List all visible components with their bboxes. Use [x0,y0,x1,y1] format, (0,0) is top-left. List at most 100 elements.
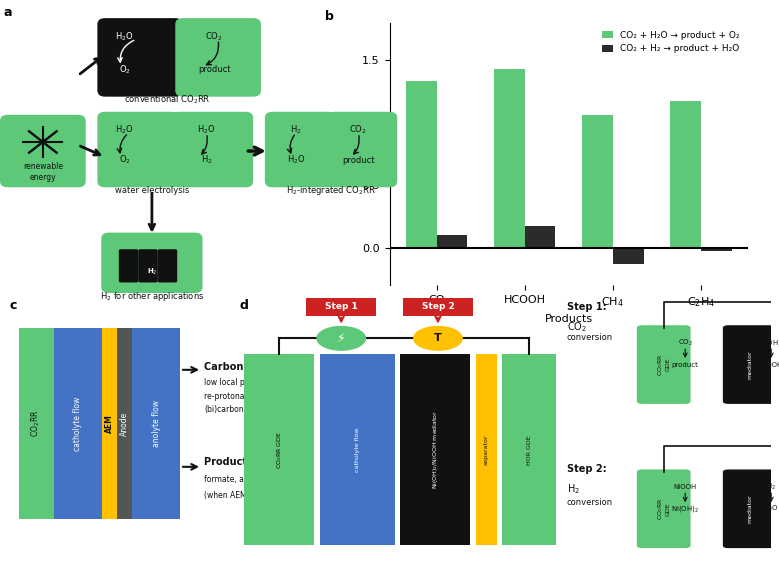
Text: product: product [198,65,231,74]
FancyBboxPatch shape [636,325,690,404]
FancyBboxPatch shape [265,112,335,188]
Text: CO$_2$: CO$_2$ [567,320,587,334]
Text: T: T [434,333,442,343]
FancyBboxPatch shape [157,249,177,283]
FancyBboxPatch shape [723,470,777,548]
Text: (bi)carbonates: (bi)carbonates [204,405,260,414]
Bar [406,82,436,247]
X-axis label: Products: Products [545,314,593,324]
Text: conversion: conversion [567,498,613,507]
Text: NiOOH: NiOOH [760,361,779,368]
Bar [701,247,731,251]
Bar [19,328,54,519]
Circle shape [774,437,779,455]
Text: ⚡: ⚡ [337,332,346,345]
Circle shape [414,327,462,350]
Bar [524,226,555,247]
Legend: CO₂ + H₂O → product + O₂, CO₂ + H₂ → product + H₂O: CO₂ + H₂O → product + O₂, CO₂ + H₂ → pro… [598,27,743,57]
Text: mediator: mediator [747,350,753,379]
FancyBboxPatch shape [403,298,473,316]
Text: H$_2$: H$_2$ [146,267,157,277]
Text: anolyte flow: anolyte flow [152,400,160,447]
Text: HOR GDE: HOR GDE [527,435,532,465]
Text: CO$_2$RR
GDE: CO$_2$RR GDE [657,498,671,520]
Bar [400,354,471,545]
Bar [245,354,314,545]
Bar [502,354,556,545]
Bar [475,354,497,545]
Y-axis label: E₀ (V): E₀ (V) [349,138,359,170]
Text: catholyte flow: catholyte flow [73,397,82,451]
Bar [613,247,643,264]
Text: H$_2$O: H$_2$O [115,124,134,136]
FancyBboxPatch shape [636,470,690,548]
FancyBboxPatch shape [171,112,253,188]
FancyBboxPatch shape [327,112,397,188]
FancyBboxPatch shape [101,233,203,293]
FancyBboxPatch shape [723,325,777,404]
Text: H$_2$: H$_2$ [767,482,776,492]
Text: renewable
energy: renewable energy [23,162,63,182]
Text: H$_2$: H$_2$ [567,483,580,496]
Text: Product crossover: Product crossover [204,457,304,467]
Text: conversion: conversion [567,333,613,342]
Text: Step 2:: Step 2: [567,464,607,474]
Text: AEM: AEM [104,414,114,433]
Text: H$_2$O: H$_2$O [197,124,216,136]
Text: H$_2$-integrated CO$_2$RR: H$_2$-integrated CO$_2$RR [286,184,376,197]
Text: Ni(OH)$_2$/NiOOH mediator: Ni(OH)$_2$/NiOOH mediator [431,410,440,490]
Text: product: product [342,156,375,165]
Text: c: c [10,299,17,312]
FancyBboxPatch shape [0,115,86,188]
Text: CO$_2$: CO$_2$ [206,30,223,43]
Circle shape [774,292,779,311]
Text: product: product [671,361,699,368]
Text: a: a [4,6,12,19]
Text: H$_2$ for other applications: H$_2$ for other applications [100,290,204,303]
Text: H$_2$O: H$_2$O [287,154,305,166]
Text: Step 2: Step 2 [421,303,454,311]
Text: NiOOH: NiOOH [674,484,697,490]
FancyBboxPatch shape [306,298,376,316]
Bar [117,328,132,519]
Text: Anode: Anode [120,412,129,435]
Text: re-protonation of: re-protonation of [204,392,270,401]
Text: H$_2$O: H$_2$O [115,30,134,43]
FancyBboxPatch shape [118,249,139,283]
Bar [101,328,117,519]
Text: low local pH caused: low local pH caused [204,378,280,388]
Bar [132,328,180,519]
Text: CO$_2$: CO$_2$ [678,337,693,348]
Bar [54,328,101,519]
Bar [319,354,395,545]
Text: conventional CO$_2$RR: conventional CO$_2$RR [124,93,211,106]
Text: CO$_2$RR: CO$_2$RR [30,410,42,437]
Bar [582,115,613,247]
Text: Step 1: Step 1 [325,303,358,311]
Text: CO$_2$: CO$_2$ [350,124,367,136]
Text: catholyte flow: catholyte flow [354,428,360,472]
FancyBboxPatch shape [97,112,179,188]
Text: Ni(OH)$_2$: Ni(OH)$_2$ [671,504,700,514]
Circle shape [317,327,365,350]
Text: mediator: mediator [747,494,753,523]
Text: Ni(OH)$_2$: Ni(OH)$_2$ [757,337,779,348]
Bar [436,235,467,247]
Text: Carbon loss: Carbon loss [204,362,269,372]
Text: Step 1:: Step 1: [567,302,607,312]
Text: b: b [325,10,334,23]
Text: formate, alcohol and CO: formate, alcohol and CO [204,475,297,484]
Bar [670,101,701,247]
Text: (when AEM-free): (when AEM-free) [204,491,268,500]
FancyBboxPatch shape [97,18,183,97]
Text: H$_2$: H$_2$ [201,154,212,166]
FancyBboxPatch shape [139,249,157,283]
Text: d: d [239,299,248,312]
Text: CO$_2$RR
GDE: CO$_2$RR GDE [657,353,671,376]
Text: water electrolysis: water electrolysis [115,186,189,195]
FancyBboxPatch shape [175,18,261,97]
Text: separator: separator [484,434,489,465]
Text: H$_2$: H$_2$ [291,124,301,136]
Text: O$_2$: O$_2$ [118,63,131,76]
Text: O$_2$: O$_2$ [118,154,131,166]
